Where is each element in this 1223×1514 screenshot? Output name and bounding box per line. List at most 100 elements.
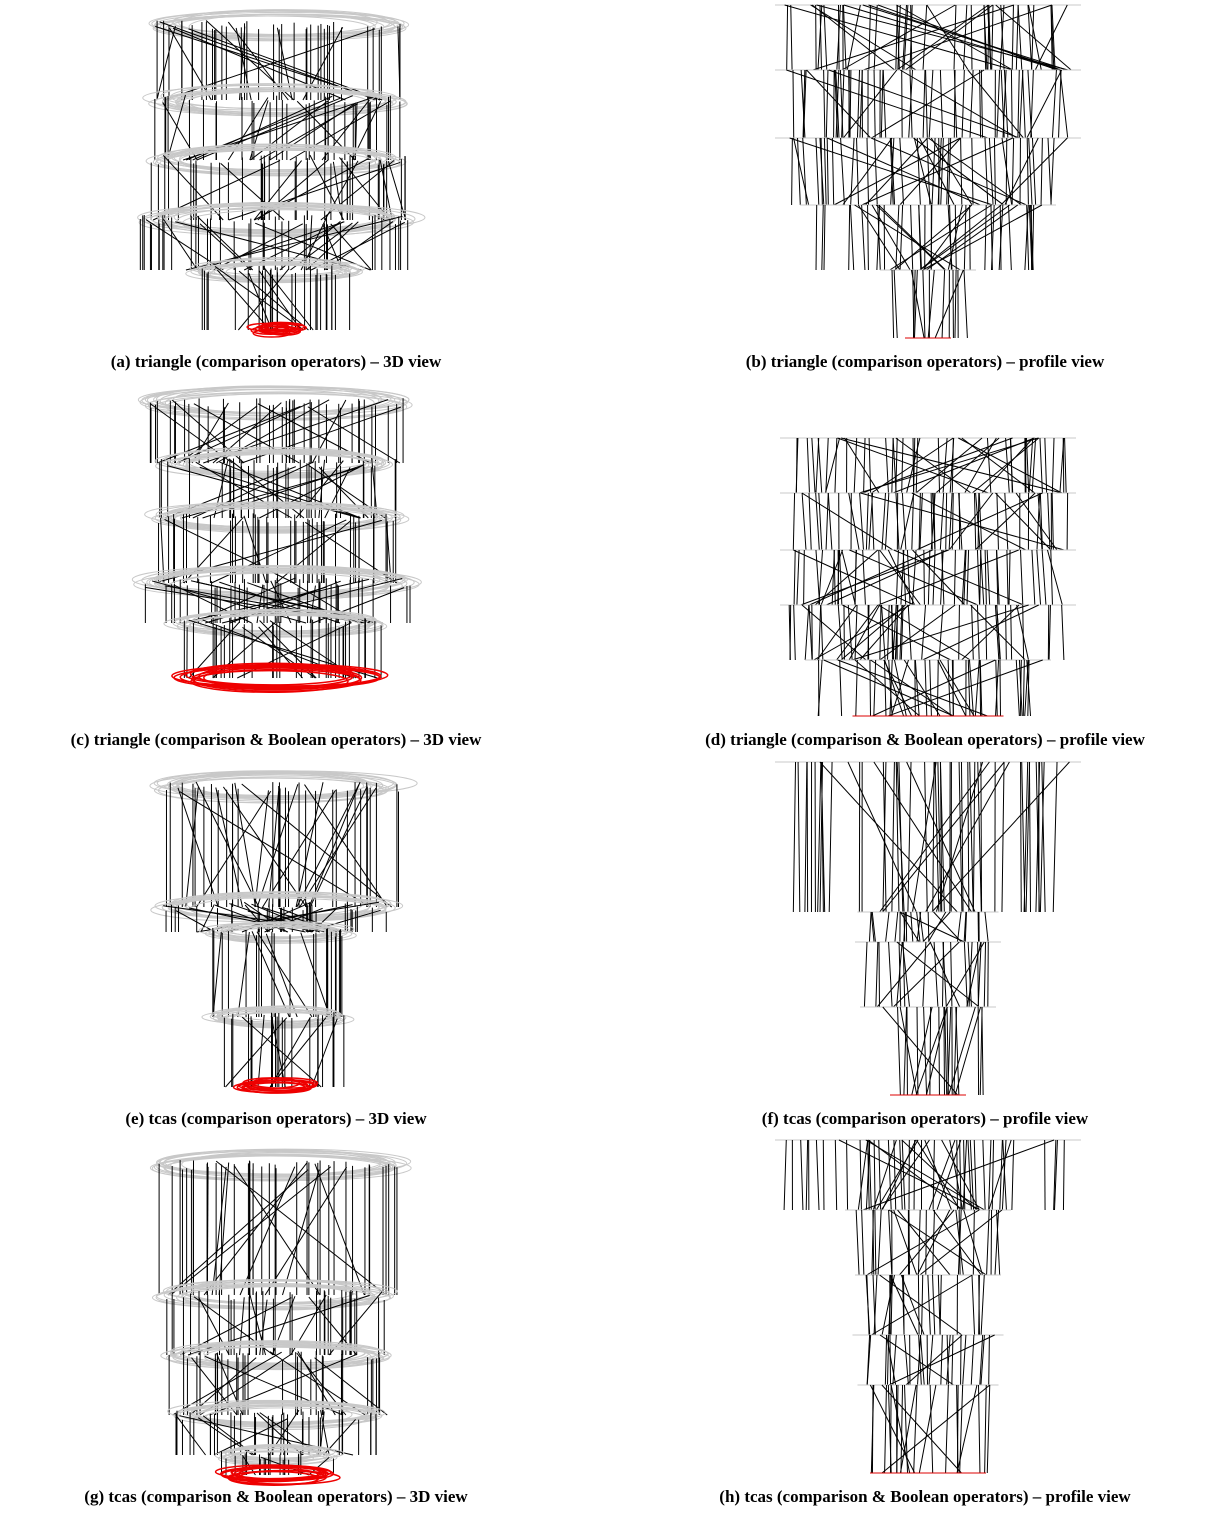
edge xyxy=(860,493,1064,550)
edge xyxy=(892,762,895,912)
edge xyxy=(1048,493,1050,550)
edge xyxy=(917,1007,918,1095)
edge xyxy=(1062,605,1064,660)
edge xyxy=(914,1140,915,1210)
edge xyxy=(1026,762,1030,912)
edge xyxy=(1040,438,1042,493)
caption: (g) tcas (comparison & Boolean operators… xyxy=(84,1487,468,1506)
edge xyxy=(908,605,911,660)
edge xyxy=(847,1140,848,1210)
edge xyxy=(874,660,876,716)
edge xyxy=(794,550,795,605)
edge xyxy=(872,493,874,550)
edge xyxy=(928,912,929,942)
edge xyxy=(807,438,809,493)
edge xyxy=(828,493,832,550)
edge xyxy=(834,70,835,138)
edge xyxy=(1021,762,1022,912)
edge xyxy=(955,205,956,270)
edge xyxy=(960,1385,963,1473)
edge xyxy=(981,1275,984,1335)
edge xyxy=(855,205,961,270)
edge xyxy=(1011,70,1012,138)
edge xyxy=(1000,660,1001,716)
edge xyxy=(946,1385,949,1473)
caption: (d) triangle (comparison & Boolean opera… xyxy=(705,730,1145,749)
edge xyxy=(881,70,883,138)
edge xyxy=(930,1385,933,1473)
edge xyxy=(981,70,982,138)
edge xyxy=(835,1140,836,1210)
edge xyxy=(794,605,796,660)
edge xyxy=(1051,138,1054,205)
edge xyxy=(987,1385,989,1473)
edge xyxy=(979,1385,980,1473)
edge xyxy=(882,1140,916,1210)
edge xyxy=(869,438,871,493)
edge xyxy=(913,550,965,605)
edge xyxy=(282,1170,319,1295)
edge xyxy=(938,1275,940,1335)
edge xyxy=(925,762,928,912)
edge xyxy=(829,762,832,912)
edge xyxy=(832,138,833,205)
edge xyxy=(824,205,825,270)
edge xyxy=(1059,70,1062,138)
edge xyxy=(939,1007,940,1095)
edge xyxy=(856,1210,859,1275)
edge xyxy=(957,912,961,942)
edge xyxy=(900,1140,903,1210)
edge xyxy=(1051,550,1053,605)
edge xyxy=(946,493,947,550)
edge xyxy=(1022,70,1025,138)
edge xyxy=(1018,5,1022,70)
edge xyxy=(827,138,828,205)
edge xyxy=(1065,438,1067,493)
edge xyxy=(1018,70,1019,138)
edge xyxy=(994,138,995,205)
edge xyxy=(798,762,800,912)
edge xyxy=(928,1275,930,1335)
subfigure: (f) tcas (comparison operators) – profil… xyxy=(762,762,1089,1128)
edge xyxy=(1011,605,1012,660)
edge xyxy=(1032,550,1035,605)
edge xyxy=(871,438,953,493)
edge xyxy=(866,493,868,550)
edge xyxy=(1023,660,1024,716)
edge xyxy=(882,493,886,550)
edge xyxy=(849,605,879,660)
edge xyxy=(1006,605,1007,660)
edge xyxy=(980,660,981,716)
edge xyxy=(973,762,974,912)
edge xyxy=(850,205,853,270)
edge xyxy=(992,1140,993,1210)
edge xyxy=(904,1007,907,1095)
edge xyxy=(948,660,950,716)
edge xyxy=(940,493,943,550)
edge xyxy=(238,932,250,1017)
edge xyxy=(1012,138,1013,205)
edge xyxy=(186,787,199,907)
edge xyxy=(1020,550,1022,605)
edge xyxy=(801,1140,803,1210)
edge xyxy=(1063,438,1064,493)
edge xyxy=(922,1275,923,1335)
edge xyxy=(952,493,953,550)
edge xyxy=(902,438,903,493)
subfigure: (a) triangle (comparison operators) – 3D… xyxy=(111,10,442,371)
edge xyxy=(985,205,986,270)
edge xyxy=(896,438,897,493)
edge xyxy=(874,70,875,138)
edge xyxy=(896,438,971,493)
edge xyxy=(891,1385,910,1473)
page: (a) triangle (comparison operators) – 3D… xyxy=(0,0,1223,1514)
edge xyxy=(791,5,792,70)
edge xyxy=(849,493,859,550)
edge xyxy=(967,550,969,605)
edge xyxy=(890,1335,891,1385)
edge xyxy=(862,1210,864,1275)
edge xyxy=(900,1007,917,1095)
edge xyxy=(792,138,793,205)
edge xyxy=(1009,550,1010,605)
edge xyxy=(897,942,979,1007)
